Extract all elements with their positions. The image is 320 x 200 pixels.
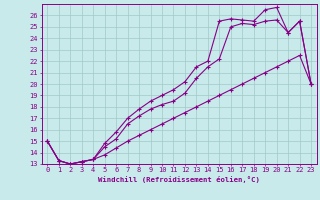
X-axis label: Windchill (Refroidissement éolien,°C): Windchill (Refroidissement éolien,°C) [98, 176, 260, 183]
